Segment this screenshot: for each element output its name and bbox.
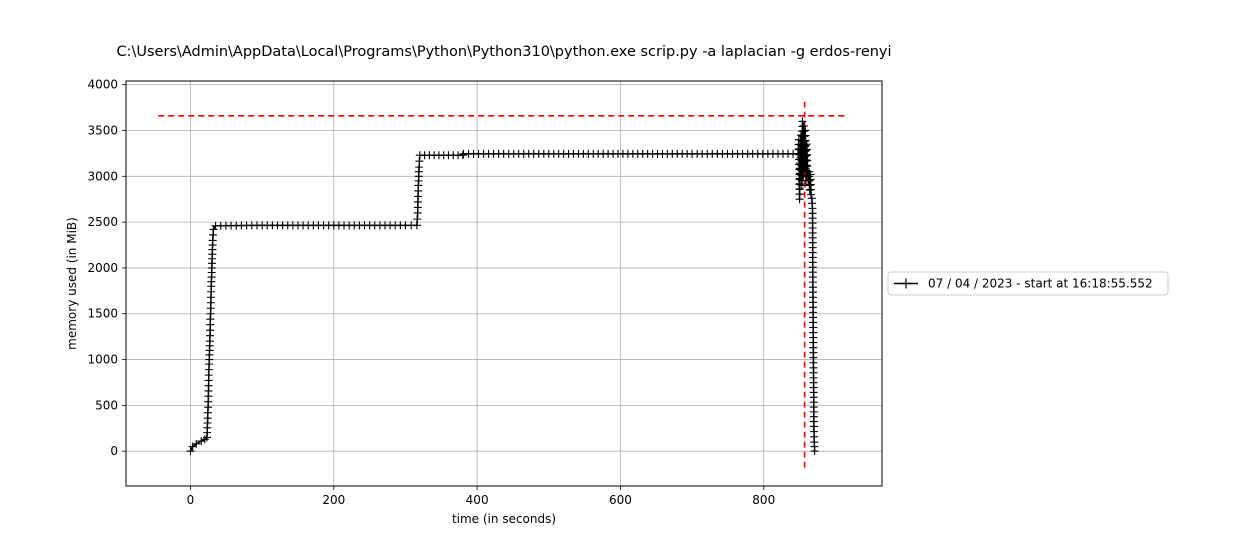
x-tick-label: 600: [609, 493, 632, 507]
x-tick-label: 200: [322, 493, 345, 507]
y-ticks: 0 500 1000 1500 2000 2500 3000 3500 4000: [87, 78, 126, 458]
series-line: [189, 121, 816, 452]
plot-frame: [125, 80, 883, 487]
legend-box: [887, 271, 1169, 296]
y-tick-label: 4000: [87, 78, 118, 92]
y-axis-label: memory used (in MiB): [65, 217, 79, 350]
x-tick-label: 800: [752, 493, 775, 507]
legend-plus-marker: [901, 278, 911, 289]
y-tick-label: 3500: [87, 123, 118, 137]
x-ticks: 0 200 400 600 800: [187, 486, 775, 507]
y-tick-label: 0: [110, 444, 118, 458]
grid: [126, 81, 882, 486]
x-axis-label: time (in seconds): [452, 512, 556, 526]
legend: 07 / 04 / 2023 - start at 16:18:55.552: [887, 271, 1169, 296]
y-tick-label: 3000: [87, 169, 118, 183]
y-tick-label: 2500: [87, 215, 118, 229]
x-tick-label: 400: [466, 493, 489, 507]
chart-title: C:\Users\Admin\AppData\Local\Programs\Py…: [116, 44, 891, 60]
y-tick-label: 1000: [87, 353, 118, 367]
data-series: [186, 117, 819, 456]
y-tick-label: 2000: [87, 261, 118, 275]
x-tick-label: 0: [187, 493, 195, 507]
reference-lines: [158, 99, 847, 468]
y-tick-label: 500: [95, 398, 118, 412]
series-markers: [186, 117, 819, 456]
y-tick-label: 1500: [87, 307, 118, 321]
legend-entry-label: 07 / 04 / 2023 - start at 16:18:55.552: [928, 277, 1153, 291]
